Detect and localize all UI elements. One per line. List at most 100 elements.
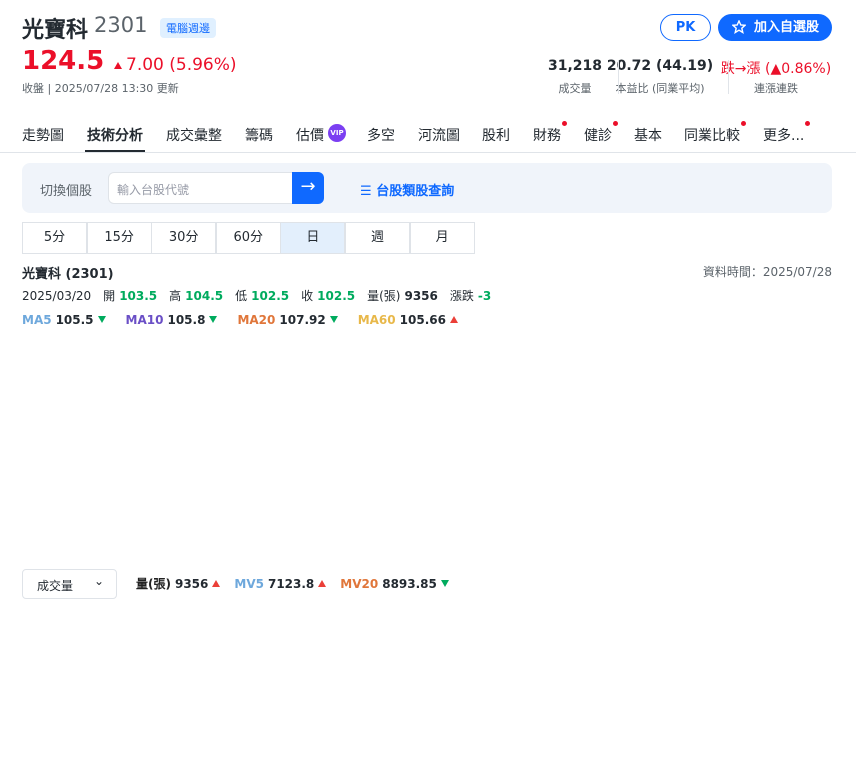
divider — [0, 152, 856, 153]
stat-sep — [728, 60, 729, 94]
add-label: 加入自選股 — [754, 20, 820, 35]
ohlc-item: 開 103.5 — [103, 289, 157, 303]
legend-value: 7123.8 — [267, 577, 315, 591]
legend-item: MV5 7123.8 — [234, 577, 327, 591]
period-button[interactable]: 5分 — [22, 222, 87, 254]
category-link[interactable]: ☰ 台股類股查詢 — [360, 184, 455, 199]
ohlc-label: 漲跌 — [449, 289, 474, 303]
stat-label: 連漲連跌 — [754, 82, 798, 95]
ohlc-value: 102.5 — [317, 289, 356, 303]
ohlc-label: 收 — [301, 289, 314, 303]
stat-sep — [617, 60, 619, 94]
legend-item: MV20 8893.85 — [340, 577, 449, 591]
ohlc-value: 102.5 — [251, 289, 290, 303]
tab-dot — [805, 121, 811, 126]
hover-date: 2025/03/20 — [22, 289, 92, 303]
legend-value: 105.8 — [167, 313, 206, 327]
trend-icon — [329, 316, 338, 323]
data-time: 資料時間：2025/07/28 — [702, 265, 832, 279]
tab[interactable]: 河流圖 — [418, 128, 460, 144]
legend-item: MA60 105.66 — [358, 313, 458, 327]
period-button[interactable]: 60分 — [215, 222, 281, 254]
volume-select[interactable]: 成交量 ⌄ — [22, 569, 117, 599]
stat-value: 31,218 — [547, 58, 603, 74]
stock-name: 光寶科 — [22, 18, 89, 43]
trend-icon — [209, 316, 218, 323]
trend-icon — [212, 580, 221, 587]
tab[interactable]: 健診 — [584, 121, 618, 145]
tab-underline — [85, 150, 145, 152]
charts — [0, 330, 856, 758]
stat-label: 成交量 — [558, 82, 592, 95]
legend-value: 105.66 — [399, 313, 446, 327]
tab[interactable]: 股利 — [482, 128, 510, 144]
legend-value: 9356 — [174, 577, 209, 591]
tab[interactable]: 多空 — [367, 128, 395, 144]
search-input[interactable]: 輸入台股代號 — [108, 172, 294, 204]
stock-code: 2301 — [94, 13, 148, 37]
ohlc-value: 104.5 — [185, 289, 224, 303]
search-button[interactable]: → — [292, 172, 324, 204]
add-button[interactable]: 加入自選股 — [718, 14, 832, 41]
trend-icon — [97, 316, 106, 323]
ohlc-value: -3 — [477, 289, 492, 303]
tag: 電腦週邊 — [160, 18, 216, 38]
ohlc-item: 高 104.5 — [169, 289, 223, 303]
legend-name: MV5 — [234, 577, 264, 591]
change-pct: (5.96%) — [169, 55, 237, 75]
ohlc-label: 開 — [103, 289, 116, 303]
legend-item: MA5 105.5 — [22, 313, 106, 327]
period-button[interactable]: 15分 — [86, 222, 152, 254]
close-info: 收盤 | 2025/07/28 13:30 更新 — [22, 82, 179, 95]
ohlc-item: 低 102.5 — [235, 289, 289, 303]
legend-item: 量(張) 9356 — [136, 577, 221, 591]
ohlc-item: 收 102.5 — [301, 289, 355, 303]
ma-legend: MA5 105.5 MA10 105.8 MA20 107.92 MA60 105.66 — [22, 313, 478, 327]
ohlc-label: 量(張) — [367, 289, 401, 303]
search-label: 切換個股 — [40, 184, 93, 199]
legend-value: 107.92 — [279, 313, 326, 327]
legend-name: 量(張) — [136, 577, 171, 591]
tab-dot — [562, 121, 567, 126]
ohlc-value: 103.5 — [119, 289, 158, 303]
tab[interactable]: 同業比較 — [684, 121, 746, 145]
legend-name: MV20 — [340, 577, 379, 591]
legend-item: MA20 107.92 — [237, 313, 338, 327]
legend-name: MA60 — [357, 313, 396, 327]
tab[interactable]: 更多... — [763, 121, 811, 145]
volume-legend: 量(張) 9356 MV5 7123.8 MV20 8893.85 — [136, 575, 463, 592]
period-button[interactable]: 月 — [409, 222, 475, 254]
change: 7.00 (5.96%) — [114, 55, 237, 75]
legend-value: 8893.85 — [382, 577, 437, 591]
tab[interactable]: 成交彙整 — [166, 128, 222, 144]
ohlc-item: 漲跌 -3 — [450, 289, 491, 303]
tab[interactable]: 財務 — [533, 121, 567, 145]
tab[interactable]: 籌碼 — [245, 128, 273, 144]
tab-dot — [741, 121, 746, 126]
star-icon: yahoo!股市3月4月5月6月7月7280889610411212012812… — [732, 20, 746, 34]
legend-value: 105.5 — [55, 313, 94, 327]
chart-title: 光寶科 (2301) — [22, 267, 114, 282]
period-button[interactable]: 日 — [280, 222, 346, 254]
stat-value: 20.72 (44.19) — [606, 58, 714, 74]
tab[interactable]: 估價 — [296, 128, 324, 144]
ohlc-row: 2025/03/20 開 103.5 高 104.5 低 102.5 收 102.5 量(張) 93… — [22, 287, 491, 304]
ohlc-label: 高 — [169, 289, 182, 303]
period-button[interactable]: 30分 — [151, 222, 217, 254]
trend-icon — [440, 580, 449, 587]
ohlc-value: 9356 — [404, 289, 438, 303]
price: 124.5 — [22, 46, 105, 76]
ohlc-label: 低 — [235, 289, 248, 303]
period-button[interactable]: 週 — [345, 222, 410, 254]
ohlc-item: 量(張) 9356 — [367, 289, 438, 303]
tab[interactable]: 基本 — [634, 128, 662, 144]
category-link-text: 台股類股查詢 — [376, 184, 455, 199]
tab[interactable]: 走勢圖 — [22, 128, 64, 144]
tab[interactable]: 技術分析 — [87, 128, 143, 144]
pk-button[interactable]: PK — [660, 14, 711, 41]
legend-item: MA10 105.8 — [126, 313, 218, 327]
volume-select-label: 成交量 — [37, 579, 74, 593]
legend-name: MA5 — [22, 313, 52, 327]
tab-dot — [613, 121, 618, 126]
